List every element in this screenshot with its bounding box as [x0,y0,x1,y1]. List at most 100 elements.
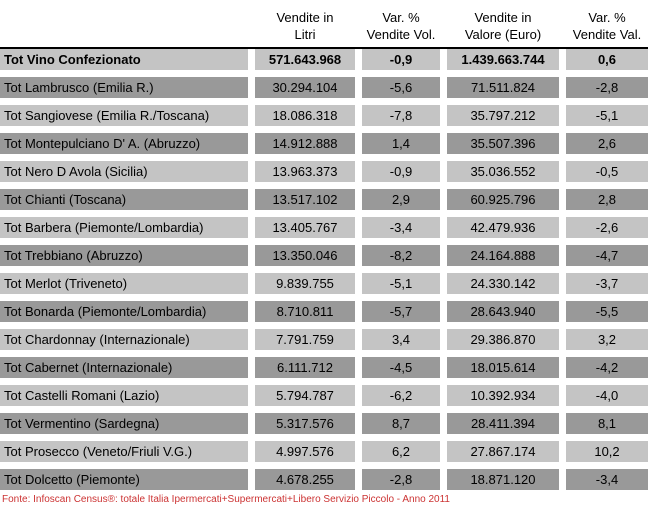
vendite-litri-cell: 4.678.255 [255,469,355,490]
var-pct-val-cell: -5,1 [566,105,648,126]
var-pct-val-cell: -5,5 [566,301,648,322]
var-pct-vol-cell: -3,4 [362,217,440,238]
var-pct-val-cell: 10,2 [566,441,648,462]
vendite-litri-cell: 5.317.576 [255,413,355,434]
var-pct-val-cell: -2,8 [566,77,648,98]
vendite-litri-cell: 13.517.102 [255,189,355,210]
var-pct-vol-cell: -8,2 [362,245,440,266]
wine-name-cell: Tot Dolcetto (Piemonte) [0,469,248,490]
vendite-litri-cell: 6.111.712 [255,357,355,378]
wine-name-cell: Tot Castelli Romani (Lazio) [0,385,248,406]
vendite-valore-cell: 18.015.614 [447,357,559,378]
vendite-valore-cell: 1.439.663.744 [447,49,559,70]
table-row: Tot Trebbiano (Abruzzo) 13.350.046 -8,2 … [0,245,648,266]
wine-name-cell: Tot Merlot (Triveneto) [0,273,248,294]
var-pct-vol-cell: -2,8 [362,469,440,490]
vendite-valore-cell: 35.797.212 [447,105,559,126]
vendite-litri-cell: 14.912.888 [255,133,355,154]
table-row: Tot Prosecco (Veneto/Friuli V.G.) 4.997.… [0,441,648,462]
var-pct-val-cell: 3,2 [566,329,648,350]
var-pct-vol-cell: 6,2 [362,441,440,462]
header-vendite-litri: Vendite in Litri [276,10,334,42]
var-pct-vol-cell: -5,6 [362,77,440,98]
vendite-litri-cell: 13.350.046 [255,245,355,266]
vendite-valore-cell: 42.479.936 [447,217,559,238]
var-pct-val-cell: 0,6 [566,49,648,70]
var-pct-vol-cell: -0,9 [362,161,440,182]
table-row: Tot Nero D Avola (Sicilia) 13.963.373 -0… [0,161,648,182]
vendite-litri-cell: 9.839.755 [255,273,355,294]
table-row: Tot Chardonnay (Internazionale) 7.791.75… [0,329,648,350]
var-pct-val-cell: -4,2 [566,357,648,378]
var-pct-val-cell: 2,8 [566,189,648,210]
vendite-valore-cell: 28.411.394 [447,413,559,434]
vendite-valore-cell: 35.507.396 [447,133,559,154]
var-pct-val-cell: -4,0 [566,385,648,406]
vendite-litri-cell: 18.086.318 [255,105,355,126]
vendite-litri-cell: 8.710.811 [255,301,355,322]
header-vendite-valore: Vendite in Valore (Euro) [464,10,542,42]
wine-name-cell: Tot Bonarda (Piemonte/Lombardia) [0,301,248,322]
table-row: Tot Barbera (Piemonte/Lombardia) 13.405.… [0,217,648,238]
vendite-valore-cell: 28.643.940 [447,301,559,322]
wine-name-cell: Tot Barbera (Piemonte/Lombardia) [0,217,248,238]
vendite-valore-cell: 24.164.888 [447,245,559,266]
header-separator-line [0,47,648,49]
var-pct-val-cell: -2,6 [566,217,648,238]
var-pct-vol-cell: -5,7 [362,301,440,322]
vendite-litri-cell: 13.963.373 [255,161,355,182]
table-body: Tot Vino Confezionato 571.643.968 -0,9 1… [0,49,648,490]
vendite-valore-cell: 24.330.142 [447,273,559,294]
wine-name-cell: Tot Chardonnay (Internazionale) [0,329,248,350]
var-pct-val-cell: -4,7 [566,245,648,266]
var-pct-vol-cell: 2,9 [362,189,440,210]
table-row: Tot Merlot (Triveneto) 9.839.755 -5,1 24… [0,273,648,294]
var-pct-vol-cell: -0,9 [362,49,440,70]
wine-name-cell: Tot Vermentino (Sardegna) [0,413,248,434]
table-row: Tot Lambrusco (Emilia R.) 30.294.104 -5,… [0,77,648,98]
vendite-litri-cell: 30.294.104 [255,77,355,98]
table-row: Tot Vermentino (Sardegna) 5.317.576 8,7 … [0,413,648,434]
vendite-litri-cell: 5.794.787 [255,385,355,406]
var-pct-vol-cell: 1,4 [362,133,440,154]
var-pct-val-cell: 2,6 [566,133,648,154]
var-pct-val-cell: -3,4 [566,469,648,490]
table-header-row: Vendite in Litri Var. % Vendite Vol. Ven… [0,0,648,45]
var-pct-vol-cell: -4,5 [362,357,440,378]
table-row: Tot Chianti (Toscana) 13.517.102 2,9 60.… [0,189,648,210]
var-pct-vol-cell: -7,8 [362,105,440,126]
var-pct-vol-cell: -5,1 [362,273,440,294]
vendite-valore-cell: 35.036.552 [447,161,559,182]
vendite-litri-cell: 13.405.767 [255,217,355,238]
wine-name-cell: Tot Vino Confezionato [0,49,248,70]
wine-name-cell: Tot Montepulciano D' A. (Abruzzo) [0,133,248,154]
wine-sales-table: Vendite in Litri Var. % Vendite Vol. Ven… [0,0,648,490]
table-row: Tot Dolcetto (Piemonte) 4.678.255 -2,8 1… [0,469,648,490]
table-row: Tot Castelli Romani (Lazio) 5.794.787 -6… [0,385,648,406]
wine-name-cell: Tot Nero D Avola (Sicilia) [0,161,248,182]
table-row: Tot Sangiovese (Emilia R./Toscana) 18.08… [0,105,648,126]
var-pct-val-cell: -3,7 [566,273,648,294]
wine-name-cell: Tot Cabernet (Internazionale) [0,357,248,378]
table-row: Tot Bonarda (Piemonte/Lombardia) 8.710.8… [0,301,648,322]
vendite-valore-cell: 10.392.934 [447,385,559,406]
vendite-valore-cell: 60.925.796 [447,189,559,210]
var-pct-vol-cell: 3,4 [362,329,440,350]
header-var-pct-val: Var. % Vendite Val. [572,10,642,42]
wine-name-cell: Tot Chianti (Toscana) [0,189,248,210]
wine-name-cell: Tot Prosecco (Veneto/Friuli V.G.) [0,441,248,462]
source-note: Fonte: Infoscan Census®: totale Italia I… [2,494,450,505]
vendite-litri-cell: 571.643.968 [255,49,355,70]
var-pct-vol-cell: -6,2 [362,385,440,406]
vendite-litri-cell: 4.997.576 [255,441,355,462]
wine-name-cell: Tot Lambrusco (Emilia R.) [0,77,248,98]
wine-name-cell: Tot Sangiovese (Emilia R./Toscana) [0,105,248,126]
table-row: Tot Cabernet (Internazionale) 6.111.712 … [0,357,648,378]
var-pct-val-cell: -0,5 [566,161,648,182]
wine-name-cell: Tot Trebbiano (Abruzzo) [0,245,248,266]
table-row: Tot Vino Confezionato 571.643.968 -0,9 1… [0,49,648,70]
var-pct-vol-cell: 8,7 [362,413,440,434]
vendite-valore-cell: 18.871.120 [447,469,559,490]
header-var-pct-vol: Var. % Vendite Vol. [366,10,436,42]
vendite-valore-cell: 27.867.174 [447,441,559,462]
